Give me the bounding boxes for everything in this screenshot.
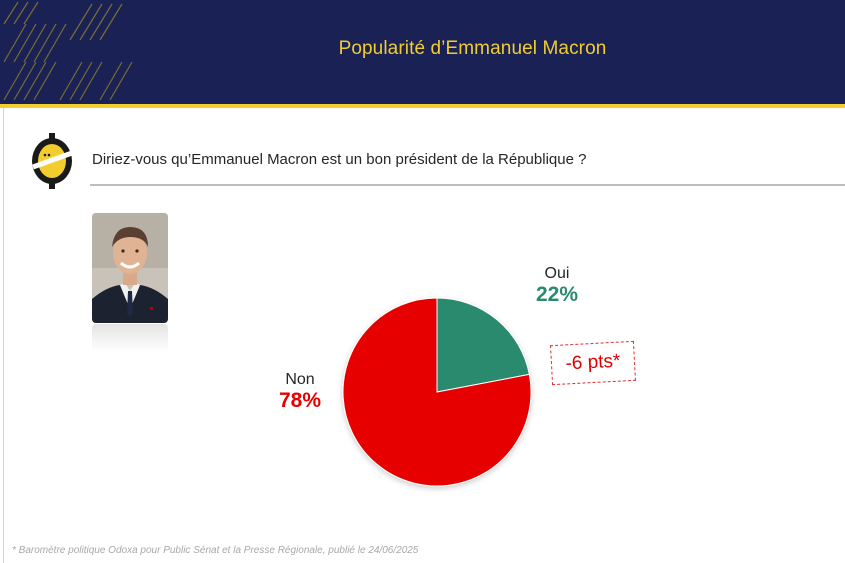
- portrait-photo: [92, 213, 168, 323]
- slice-value-non: 78%: [278, 389, 322, 412]
- source-footnote: * Baromètre politique Odoxa pour Public …: [12, 545, 419, 556]
- header-accent-stripe: [0, 104, 845, 108]
- slice-label-non: Non 78%: [264, 371, 336, 413]
- slice-value-oui: 22%: [535, 283, 579, 306]
- pie-chart: [342, 297, 532, 487]
- page-title: Popularité d’Emmanuel Macron: [338, 38, 607, 59]
- odoxa-logo-icon: [32, 133, 73, 189]
- header-banner: Popularité d’Emmanuel Macron: [0, 0, 845, 104]
- chevron-pattern-decoration: [3, 1, 133, 101]
- question-divider: [90, 184, 845, 186]
- slice-name-non: Non: [285, 371, 315, 388]
- change-annotation: -6 pts*: [550, 340, 636, 386]
- pie-slice-oui: [436, 297, 530, 393]
- portrait-reflection: [92, 324, 168, 352]
- survey-question: Diriez-vous qu’Emmanuel Macron est un bo…: [92, 151, 587, 168]
- slice-label-oui: Oui 22%: [522, 265, 592, 307]
- slice-name-oui: Oui: [544, 265, 570, 282]
- pie-slice-non: [342, 297, 532, 487]
- left-border-rule: [3, 108, 4, 563]
